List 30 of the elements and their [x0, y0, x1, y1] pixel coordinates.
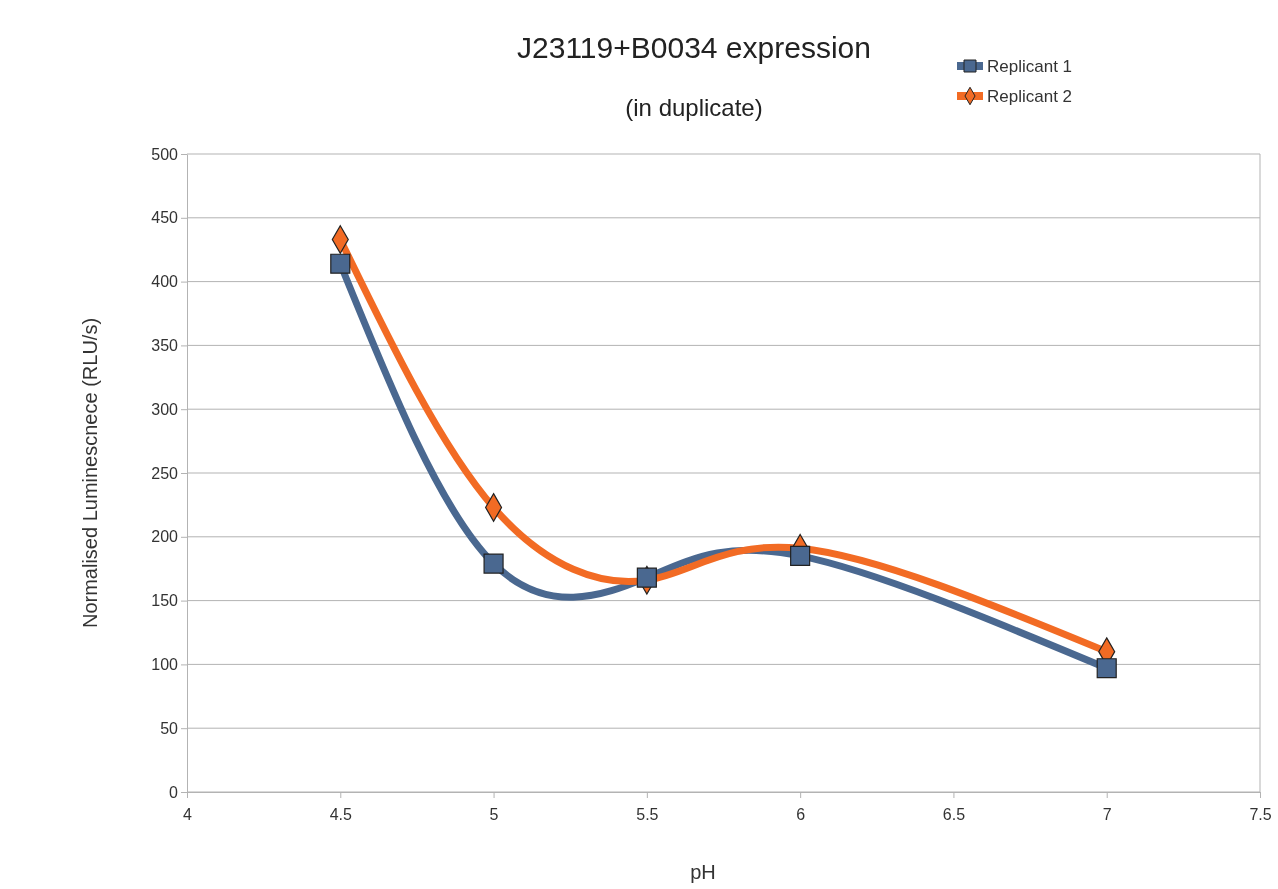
y-tick-label: 450: [151, 209, 179, 227]
x-tick-label: 5.5: [636, 806, 659, 824]
x-tick-label: 7: [1102, 806, 1112, 824]
x-tick-label: 4: [183, 806, 193, 824]
point: [790, 545, 811, 567]
x-tick-label: 5: [489, 806, 499, 824]
y-tick-label: 50: [160, 719, 179, 737]
y-tick-label: 100: [151, 656, 179, 674]
legend-label: Replicant 2: [987, 87, 1073, 106]
x-tick-label: 6.5: [942, 806, 966, 824]
point: [1096, 658, 1117, 679]
point: [636, 567, 657, 588]
x-axis-title: pH: [690, 861, 716, 883]
y-tick-label: 0: [169, 783, 179, 801]
x-tick-label: 6: [796, 806, 806, 824]
y-tick-label: 500: [151, 145, 179, 163]
y-tick-label: 400: [151, 273, 179, 291]
chart-subtitle: (in duplicate): [625, 94, 763, 121]
y-tick-label: 300: [151, 400, 179, 418]
x-tick-label: 4.5: [329, 806, 352, 824]
chart-title: J23119+B0034 expression: [517, 31, 871, 64]
y-tick-label: 250: [151, 464, 179, 482]
y-tick-label: 200: [151, 528, 179, 546]
legend-label: Replicant 1: [987, 57, 1073, 76]
point: [483, 553, 504, 574]
y-tick-label: 150: [151, 592, 179, 610]
x-tick-label: 7.5: [1249, 806, 1272, 824]
point: [330, 253, 351, 274]
y-tick-label: 350: [151, 337, 179, 355]
y-axis-title: Normalised Luminescnece (RLU/s): [79, 317, 101, 629]
